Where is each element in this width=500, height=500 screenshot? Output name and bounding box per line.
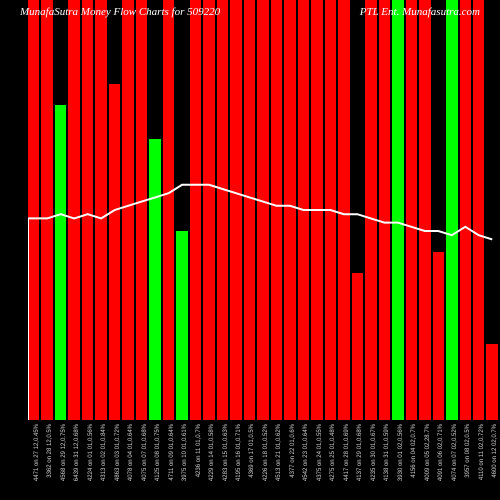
x-axis-labels: 4471 on 27 12,0.45%3362 on 28 12,0.5%456… bbox=[28, 422, 498, 500]
bar bbox=[55, 105, 66, 420]
x-label: 4009 on 05 02,28.7% bbox=[419, 422, 430, 500]
bar bbox=[257, 0, 268, 420]
bar bbox=[338, 0, 349, 420]
x-label: 4375 on 24 01,0.55% bbox=[311, 422, 322, 500]
x-label: 3930 on 01 02,0.56% bbox=[392, 422, 403, 500]
x-label: 4137 on 29 01,0.68% bbox=[352, 422, 363, 500]
x-label: 4417 on 28 01,0.69% bbox=[338, 422, 349, 500]
bar bbox=[419, 0, 430, 420]
x-label: 3957 on 08 02,0.5% bbox=[460, 422, 471, 500]
x-label: 4542 on 23 01,0.64% bbox=[298, 422, 309, 500]
bar bbox=[217, 0, 228, 420]
bar bbox=[325, 0, 336, 420]
bar bbox=[203, 0, 214, 420]
x-label: 4863 on 03 01,0.72% bbox=[109, 422, 120, 500]
x-label: 4091 on 06 02,0.71% bbox=[433, 422, 444, 500]
bar bbox=[486, 344, 497, 420]
x-label: 4229 on 14 01,0.58% bbox=[203, 422, 214, 500]
x-label: 4471 on 27 12,0.45% bbox=[28, 422, 39, 500]
chart-title-left: MunafaSutra Money Flow Charts for 509220 bbox=[20, 6, 220, 18]
bar bbox=[365, 0, 376, 420]
bar bbox=[82, 0, 93, 420]
bar bbox=[163, 0, 174, 420]
x-label: 4600 on 12 02,0.7% bbox=[486, 422, 497, 500]
bar bbox=[244, 0, 255, 420]
chart-title-right: PTL Ent. Munafasutra.com bbox=[360, 6, 480, 18]
x-label: 4074 on 07 02,0.52% bbox=[446, 422, 457, 500]
x-label: 4283 on 15 01,0.63% bbox=[217, 422, 228, 500]
x-label: 6439 on 31 12,0.68% bbox=[68, 422, 79, 500]
bar bbox=[311, 0, 322, 420]
x-label: 4078 on 04 01,0.64% bbox=[122, 422, 133, 500]
bar bbox=[190, 0, 201, 420]
x-label: 4195 on 16 01,0.71% bbox=[230, 422, 241, 500]
bar bbox=[433, 252, 444, 420]
bar bbox=[230, 0, 241, 420]
bar bbox=[271, 0, 282, 420]
x-label: 4125 on 08 01,0.75% bbox=[149, 422, 160, 500]
bar bbox=[446, 0, 457, 420]
x-label: 4711 on 09 01,0.64% bbox=[163, 422, 174, 500]
x-label: 4369 on 17 01,0.5% bbox=[244, 422, 255, 500]
x-label: 4224 on 01 01,0.56% bbox=[82, 422, 93, 500]
x-label: 4138 on 31 01,0.59% bbox=[379, 422, 390, 500]
x-label: 4313 on 02 01,0.84% bbox=[95, 422, 106, 500]
bar bbox=[460, 0, 471, 420]
bar bbox=[406, 0, 417, 420]
bar bbox=[352, 273, 363, 420]
bar bbox=[28, 0, 39, 420]
x-label: 4156 on 04 02,0.7% bbox=[406, 422, 417, 500]
bar bbox=[176, 231, 187, 420]
x-label: 3362 on 28 12,0.5% bbox=[41, 422, 52, 500]
x-label: 4226 on 18 01,0.52% bbox=[257, 422, 268, 500]
bar bbox=[284, 0, 295, 420]
bar bbox=[41, 0, 52, 420]
bar bbox=[68, 0, 79, 420]
x-label: 3975 on 10 01,0.61% bbox=[176, 422, 187, 500]
x-label: 4377 on 22 01,0.6% bbox=[284, 422, 295, 500]
chart-area bbox=[28, 0, 498, 420]
x-label: 4513 on 21 01,0.62% bbox=[271, 422, 282, 500]
bars-container bbox=[28, 0, 498, 420]
bar bbox=[136, 0, 147, 420]
x-label: 4568 on 29 12,0.75% bbox=[55, 422, 66, 500]
x-label: 4235 on 30 01,0.67% bbox=[365, 422, 376, 500]
bar bbox=[149, 139, 160, 420]
x-label: 4236 on 11 01,0.7% bbox=[190, 422, 201, 500]
bar bbox=[109, 84, 120, 420]
bar bbox=[379, 0, 390, 420]
x-label: 4075 on 07 01,0.68% bbox=[136, 422, 147, 500]
bar bbox=[473, 0, 484, 420]
bar bbox=[95, 0, 106, 420]
bar bbox=[122, 0, 133, 420]
x-label: 4110 on 11 02,0.72% bbox=[473, 422, 484, 500]
bar bbox=[298, 0, 309, 420]
x-label: 4275 on 25 01,0.48% bbox=[325, 422, 336, 500]
bar bbox=[392, 0, 403, 420]
